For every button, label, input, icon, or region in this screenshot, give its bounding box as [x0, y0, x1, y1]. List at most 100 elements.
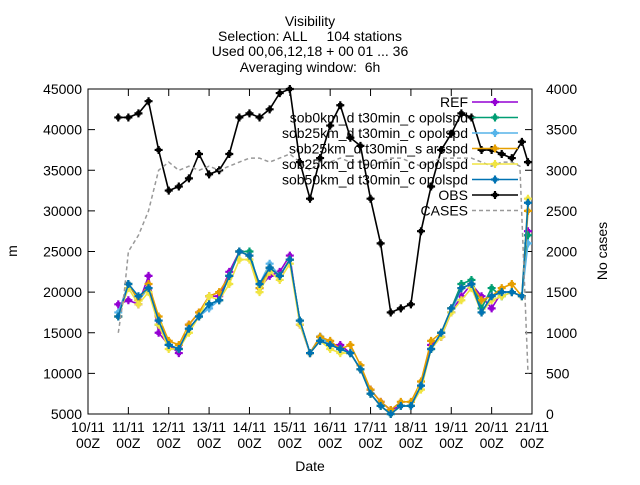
- data-point-marker: [146, 281, 151, 287]
- data-point-marker: [166, 346, 171, 352]
- data-point-marker: [479, 147, 484, 153]
- data-point-marker: [227, 269, 232, 275]
- legend-label-ref: REF: [440, 94, 468, 110]
- data-point-marker: [489, 285, 494, 291]
- data-point-marker: [408, 302, 414, 307]
- x-tick-label-time: 00Z: [197, 435, 222, 451]
- data-point-marker: [126, 285, 131, 291]
- data-point-marker: [469, 285, 474, 291]
- data-point-marker: [525, 233, 531, 238]
- y2-tick-label: 2000: [546, 244, 577, 260]
- data-point-marker: [469, 281, 474, 287]
- data-point-marker: [257, 115, 262, 120]
- chart-title: Visibility Selection: ALL 104 stations U…: [212, 13, 409, 75]
- data-point-marker: [287, 86, 293, 92]
- data-point-marker: [479, 298, 484, 303]
- legend-label-sob25km-d-t30min-s-arcspd: sob25km_d t30min_s arcspd: [289, 141, 468, 157]
- data-point-marker: [267, 107, 272, 112]
- data-point-marker: [338, 342, 343, 348]
- data-point-marker: [469, 115, 474, 120]
- legend-label-sob25km-d-t90min-c-opolspd: sob25km_d t90min_c opolspd: [282, 156, 468, 172]
- data-point-marker: [146, 98, 151, 104]
- data-point-marker: [196, 314, 202, 319]
- data-point-marker: [398, 403, 404, 409]
- data-point-marker: [216, 298, 222, 303]
- data-point-marker: [499, 289, 504, 295]
- data-point-marker: [398, 399, 404, 405]
- data-point-marker: [459, 293, 464, 299]
- data-point-marker: [186, 176, 192, 181]
- data-point-marker: [247, 111, 252, 116]
- y-tick-label: 15000: [43, 325, 82, 341]
- data-point-marker: [206, 302, 212, 307]
- data-point-marker: [126, 298, 131, 303]
- data-point-marker: [459, 111, 464, 116]
- data-point-marker: [449, 310, 454, 315]
- y2-tick-label: 1500: [546, 284, 577, 300]
- data-point-marker: [136, 302, 141, 307]
- y2-tick-label: 500: [546, 365, 570, 381]
- data-point-marker: [317, 334, 323, 340]
- data-point-marker: [257, 285, 262, 291]
- x-tick-label-date: 14/11: [232, 419, 266, 435]
- x-tick-label-date: 15/11: [273, 419, 307, 435]
- y2-tick-label: 3500: [546, 122, 577, 138]
- data-point-marker: [489, 298, 494, 303]
- data-point-marker: [338, 346, 343, 352]
- data-point-marker: [116, 314, 121, 319]
- series-line-ref: [118, 231, 529, 411]
- data-point-marker: [438, 330, 444, 335]
- data-point-marker: [489, 147, 494, 153]
- x-tick-label-time: 00Z: [399, 435, 424, 451]
- data-point-marker: [418, 379, 424, 384]
- data-point-marker: [166, 338, 171, 344]
- legend-marker-dot: [492, 99, 498, 105]
- title-line-4: Averaging window: 6h: [240, 59, 381, 75]
- data-point-marker: [196, 310, 202, 315]
- data-point-marker: [327, 342, 333, 348]
- data-point-marker: [227, 151, 232, 157]
- data-point-marker: [358, 143, 363, 149]
- data-point-marker: [307, 196, 313, 201]
- data-point-marker: [519, 293, 525, 299]
- data-point-marker: [358, 367, 363, 372]
- data-point-marker: [216, 289, 222, 295]
- series-line-sob0km-d-t30min-c-opolspd: [117, 235, 529, 416]
- data-point-marker: [247, 249, 252, 254]
- y-tick-label: 45000: [43, 81, 82, 97]
- x-tick-label-time: 00Z: [520, 435, 545, 451]
- y2-tick-label: 2500: [546, 203, 577, 219]
- data-point-marker: [267, 265, 272, 270]
- y-tick-label: 25000: [43, 244, 82, 260]
- data-point-marker: [338, 350, 343, 356]
- data-point-marker: [418, 383, 424, 388]
- x-tick-label-date: 12/11: [152, 419, 186, 435]
- data-point-marker: [237, 249, 242, 254]
- data-point-marker: [428, 342, 434, 348]
- data-point-marker: [489, 306, 494, 311]
- data-point-marker: [126, 115, 131, 120]
- legend-marker-dot: [492, 192, 498, 198]
- series-line-sob50km-d-t30min-c-opolspd: [117, 202, 529, 416]
- x-tick-label-date: 18/11: [394, 419, 428, 435]
- legend-marker-dot: [492, 115, 498, 120]
- data-point-marker: [267, 269, 272, 275]
- data-point-marker: [156, 330, 161, 335]
- x-tick-label-date: 16/11: [313, 419, 347, 435]
- data-point-marker: [479, 310, 484, 315]
- data-point-marker: [509, 155, 515, 161]
- data-point-marker: [459, 281, 464, 287]
- data-point-marker: [277, 269, 282, 275]
- data-point-marker: [206, 293, 212, 299]
- data-point-marker: [519, 139, 525, 145]
- legend-label-sob50km-d-t30min-c-opolspd: sob50km_d t30min_c opolspd: [282, 172, 468, 188]
- y-tick-label: 40000: [43, 122, 82, 138]
- legend-marker-dot: [492, 177, 498, 182]
- data-point-marker: [257, 281, 262, 287]
- series-sob25km-d-t30min-c-opolspd: [114, 239, 532, 418]
- data-point-marker: [509, 281, 515, 287]
- data-point-marker: [277, 277, 282, 283]
